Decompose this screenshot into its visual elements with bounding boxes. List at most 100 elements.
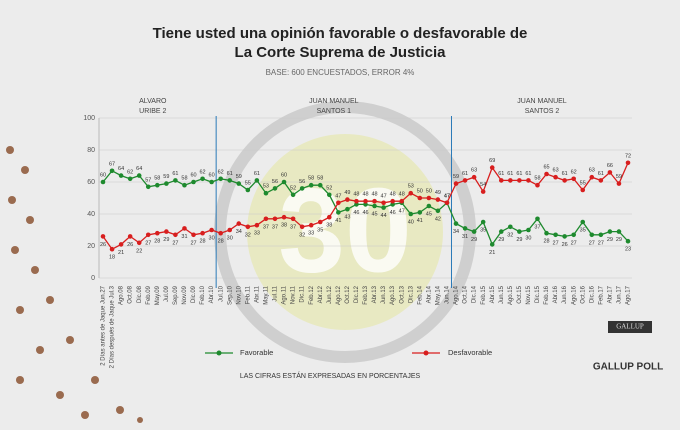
x-tick-label: Abr.12 [318, 285, 324, 303]
x-tick-label: Ago.12 [336, 285, 342, 305]
value-label: 56 [272, 179, 278, 185]
value-label: 37 [263, 224, 269, 230]
point [290, 192, 296, 198]
point [254, 178, 260, 183]
point [517, 229, 522, 234]
x-tick-label: Sep.09 [173, 285, 179, 305]
point [417, 210, 423, 215]
value-label: 30 [525, 235, 531, 241]
x-tick-label: 2 Días después de Jaque Jul.3 [110, 285, 116, 368]
point [372, 198, 377, 204]
x-tick-label: Jun.16 [562, 285, 568, 304]
point [580, 187, 586, 193]
point [182, 182, 187, 188]
value-label: 34 [453, 229, 459, 235]
point [290, 216, 296, 222]
point [345, 197, 350, 202]
value-label: 29 [163, 237, 169, 243]
value-label: 66 [607, 163, 613, 169]
legend-marker [423, 350, 429, 356]
x-tick-label: Dic.12 [354, 285, 360, 303]
x-tick-label: Feb.14 [417, 285, 423, 304]
point [607, 229, 613, 234]
value-label: 21 [118, 250, 124, 256]
x-tick-label: Jun.13 [381, 285, 387, 304]
point [544, 230, 549, 236]
x-tick-label: Ago.11 [282, 285, 288, 304]
value-label: 50 [426, 188, 432, 194]
y-tick-label: 60 [87, 179, 95, 186]
value-label: 62 [571, 169, 577, 175]
point [426, 203, 432, 209]
point [317, 219, 323, 225]
point [426, 195, 432, 201]
x-tick-label: Ago.14 [454, 285, 460, 305]
watermark-text: 30 [278, 164, 411, 298]
point [508, 178, 513, 183]
point [471, 229, 477, 234]
x-tick-label: Abr.15 [490, 285, 496, 303]
point [508, 224, 513, 230]
period-label: URIBE 2 [139, 108, 166, 115]
x-tick-label: Abr.10 [209, 285, 215, 303]
point [616, 229, 622, 234]
point [480, 189, 486, 194]
value-label: 61 [507, 171, 513, 177]
value-label: 28 [200, 239, 206, 245]
value-label: 58 [154, 176, 160, 182]
point [354, 202, 359, 207]
value-label: 55 [580, 180, 586, 186]
x-tick-label: Oct.14 [463, 285, 469, 303]
point [535, 216, 540, 222]
point [155, 230, 160, 236]
value-label: 72 [625, 153, 631, 159]
value-label: 47 [381, 193, 387, 199]
x-tick-label: Jul.11 [273, 285, 279, 301]
value-label: 58 [317, 176, 323, 182]
point [326, 214, 332, 220]
value-label: 47 [399, 208, 405, 214]
value-label: 48 [399, 192, 405, 198]
value-label: 33 [308, 231, 314, 237]
x-tick-label: Dic.15 [535, 285, 541, 303]
value-label: 37 [272, 224, 278, 230]
value-label: 50 [417, 188, 423, 194]
point [336, 210, 341, 215]
point [580, 219, 586, 225]
value-label: 38 [281, 223, 287, 229]
x-tick-label: Nov.15 [526, 285, 532, 304]
point [299, 186, 305, 191]
point [471, 174, 477, 180]
x-tick-label: Oct.16 [580, 285, 586, 303]
y-tick-label: 0 [91, 275, 95, 282]
point [625, 238, 631, 244]
point [100, 179, 106, 185]
point [589, 232, 595, 238]
value-label: 32 [245, 232, 251, 238]
x-tick-label: Abr.16 [553, 285, 559, 303]
x-tick-label: Ago.08 [119, 285, 125, 305]
value-label: 29 [607, 237, 613, 243]
value-label: 61 [227, 171, 233, 177]
value-label: 58 [534, 176, 540, 182]
point [118, 242, 124, 247]
point [145, 184, 151, 190]
point [245, 224, 251, 230]
value-label: 65 [543, 164, 549, 170]
value-label: 23 [625, 247, 631, 253]
point [227, 227, 233, 233]
x-tick-label: Dic.13 [408, 285, 414, 303]
value-label: 37 [534, 224, 540, 230]
x-tick-label: Jun.15 [499, 285, 505, 304]
value-label: 32 [299, 232, 305, 238]
value-label: 52 [326, 185, 332, 191]
value-label: 64 [118, 166, 124, 172]
point [453, 221, 459, 226]
point [435, 208, 441, 214]
x-tick-label: May.14 [435, 285, 441, 305]
value-label: 60 [100, 172, 106, 178]
value-label: 28 [543, 239, 549, 245]
x-tick-label: Feb.10 [200, 285, 206, 304]
point [164, 181, 169, 186]
value-label: 41 [417, 218, 423, 224]
